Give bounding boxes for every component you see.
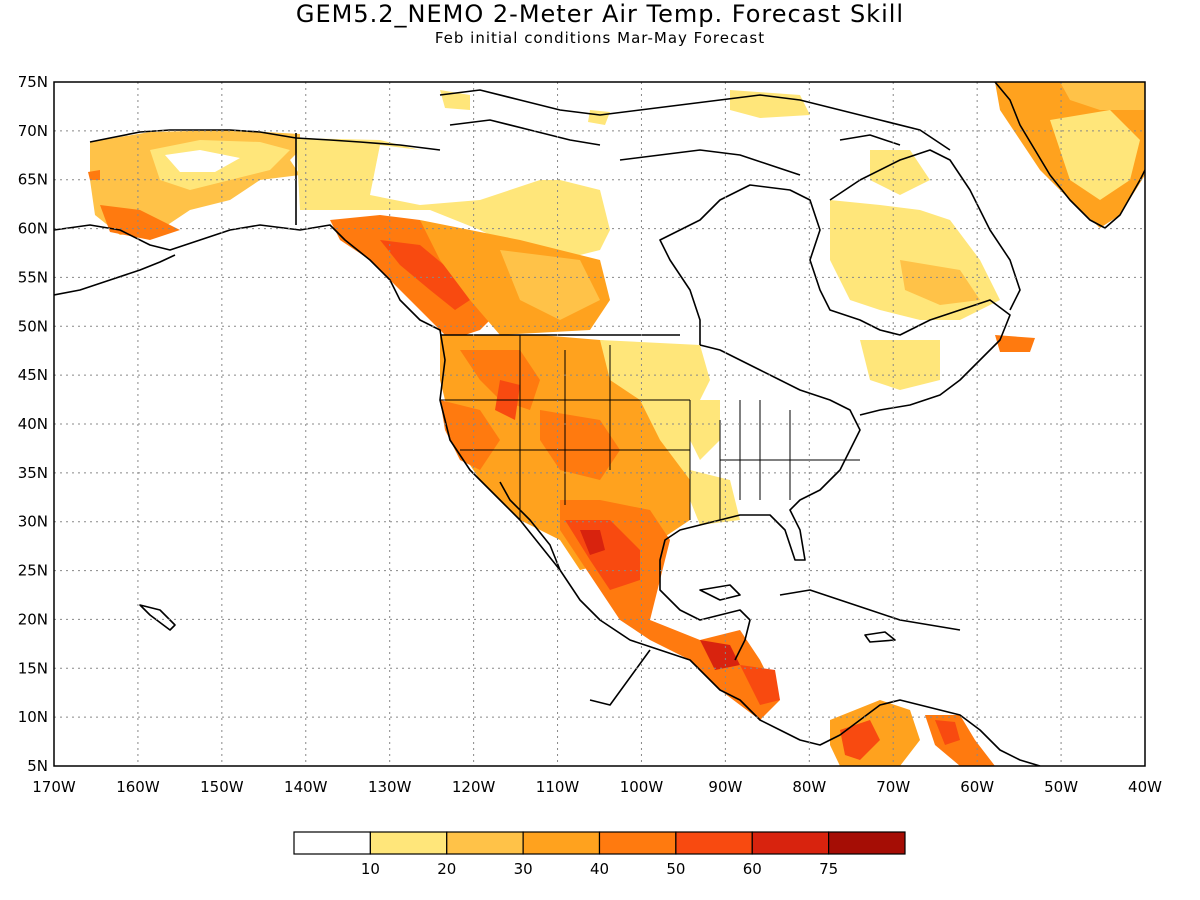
legend-swatch [446,831,524,855]
map-frame [53,81,1146,767]
longitude-tick-label: 140W [284,778,328,796]
legend-label: 60 [743,860,762,878]
map-gridlines [54,82,1145,766]
legend-label: 75 [819,860,838,878]
longitude-tick-label: 90W [708,778,742,796]
legend-swatch [522,831,601,855]
skill-shading [88,82,1145,766]
longitude-tick-label: 70W [876,778,910,796]
latitude-tick-label: 20N [18,610,48,628]
longitude-tick-label: 100W [620,778,664,796]
longitude-tick-label: 120W [452,778,496,796]
coastlines [54,82,1145,766]
latitude-tick-label: 35N [18,464,48,482]
legend-swatch [293,831,371,855]
longitude-tick-label: 60W [960,778,994,796]
latitude-tick-label: 25N [18,562,48,580]
longitude-tick-label: 160W [116,778,160,796]
longitude-tick-label: 50W [1044,778,1078,796]
latitude-tick-label: 30N [18,513,48,531]
legend-swatch [598,831,677,855]
legend-label: 30 [514,860,533,878]
latitude-tick-label: 75N [18,73,48,91]
latitude-tick-label: 45N [18,366,48,384]
map-plot-area [54,82,1145,766]
latitude-tick-label: 5N [27,757,48,775]
longitude-tick-label: 170W [32,778,76,796]
longitude-tick-label: 80W [792,778,826,796]
map-subtitle: Feb initial conditions Mar-May Forecast [434,29,766,47]
latitude-tick-label: 65N [18,171,48,189]
longitude-tick-label: 150W [200,778,244,796]
latitude-tick-label: 15N [18,659,48,677]
legend-swatch [828,831,906,855]
longitude-tick-label: 40W [1128,778,1162,796]
state-borders [440,335,860,520]
latitude-tick-label: 55N [18,268,48,286]
legend-swatch [675,831,753,855]
legend-swatch [369,831,448,855]
latitude-ticks: 75N 70N 65N 60N 55N 50N 45N 40N 35N 30N 25N 20N 15N 1… [18,73,48,775]
legend-label: 40 [590,860,609,878]
legend-label: 20 [437,860,456,878]
legend-label: 50 [666,860,685,878]
longitude-tick-label: 130W [368,778,412,796]
legend-label: 10 [361,860,380,878]
color-legend: 10 20 30 40 50 60 75 [293,831,906,878]
legend-swatch [751,831,830,855]
latitude-tick-label: 70N [18,122,48,140]
latitude-tick-label: 50N [18,317,48,335]
map-title: GEM5.2_NEMO 2-Meter Air Temp. Forecast S… [295,0,905,28]
longitude-tick-label: 110W [536,778,580,796]
latitude-tick-label: 10N [18,708,48,726]
longitude-ticks: 170W 160W 150W 140W 130W 120W 110W 100W 90W 80W 70… [32,778,1162,796]
latitude-tick-label: 40N [18,415,48,433]
latitude-tick-label: 60N [18,220,48,238]
